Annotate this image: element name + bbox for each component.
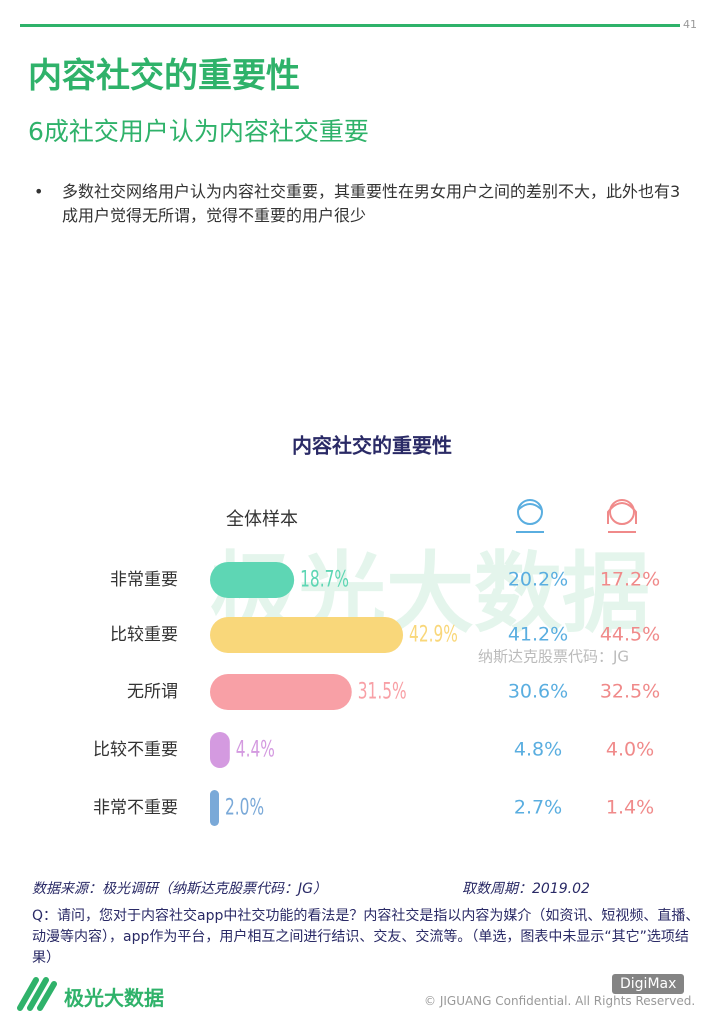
category-label: 比较不重要 [93, 740, 178, 760]
legend-label: 全体样本 [226, 509, 298, 530]
group-value: 2.7% [514, 797, 562, 819]
source: 数据来源：极光调研（纳斯达克股票代码：JG） [32, 881, 327, 897]
value-label: 4.4% [236, 737, 275, 762]
badge: DigiMax [612, 974, 685, 994]
group-value: 1.4% [606, 797, 654, 819]
chart-title: 内容社交的重要性 [292, 434, 452, 458]
value-label: 2.0% [225, 795, 264, 820]
bar [210, 617, 404, 653]
question: Q：请问，您对于内容社交app中社交功能的看法是？内容社交是指以内容为媒介（如资… [32, 908, 700, 966]
logo-text: 极光大数据 [64, 986, 164, 1010]
group-value: 30.6% [508, 681, 568, 703]
subtitle: 6成社交用户认为内容社交重要 [28, 117, 369, 146]
period: 取数周期：2019.02 [462, 881, 590, 897]
group-value: 4.8% [514, 739, 562, 761]
copyright: © JIGUANG Confidential. All Rights Reser… [424, 994, 696, 1008]
group-value: 17.2% [600, 569, 660, 591]
group-value: 32.5% [600, 681, 660, 703]
category-label: 比较重要 [110, 625, 178, 645]
category-label: 非常重要 [110, 570, 178, 590]
group-value: 20.2% [508, 569, 568, 591]
group-value: 4.0% [606, 739, 654, 761]
category-label: 无所谓 [127, 682, 178, 702]
group-value: 44.5% [600, 624, 660, 646]
stock-code: 纳斯达克股票代码：JG [478, 648, 629, 666]
bar [210, 674, 352, 710]
bullet-text: 多数社交网络用户认为内容社交重要，其重要性在男女用户之间的差别不大，此外也有3成… [62, 182, 681, 225]
top-rule [20, 24, 680, 27]
title: 内容社交的重要性 [28, 56, 300, 96]
category-label: 非常不重要 [93, 798, 178, 818]
male-icon [516, 499, 544, 533]
value-label: 31.5% [358, 679, 407, 704]
page-number: 41 [683, 18, 697, 31]
bullet-dot: • [34, 182, 44, 201]
group-value: 41.2% [508, 624, 568, 646]
bar [210, 562, 295, 598]
logo-icon [17, 977, 57, 1011]
female-icon [607, 499, 637, 533]
bar [210, 732, 230, 768]
bar [210, 790, 219, 826]
value-label: 42.9% [409, 622, 458, 647]
value-label: 18.7% [300, 567, 349, 592]
